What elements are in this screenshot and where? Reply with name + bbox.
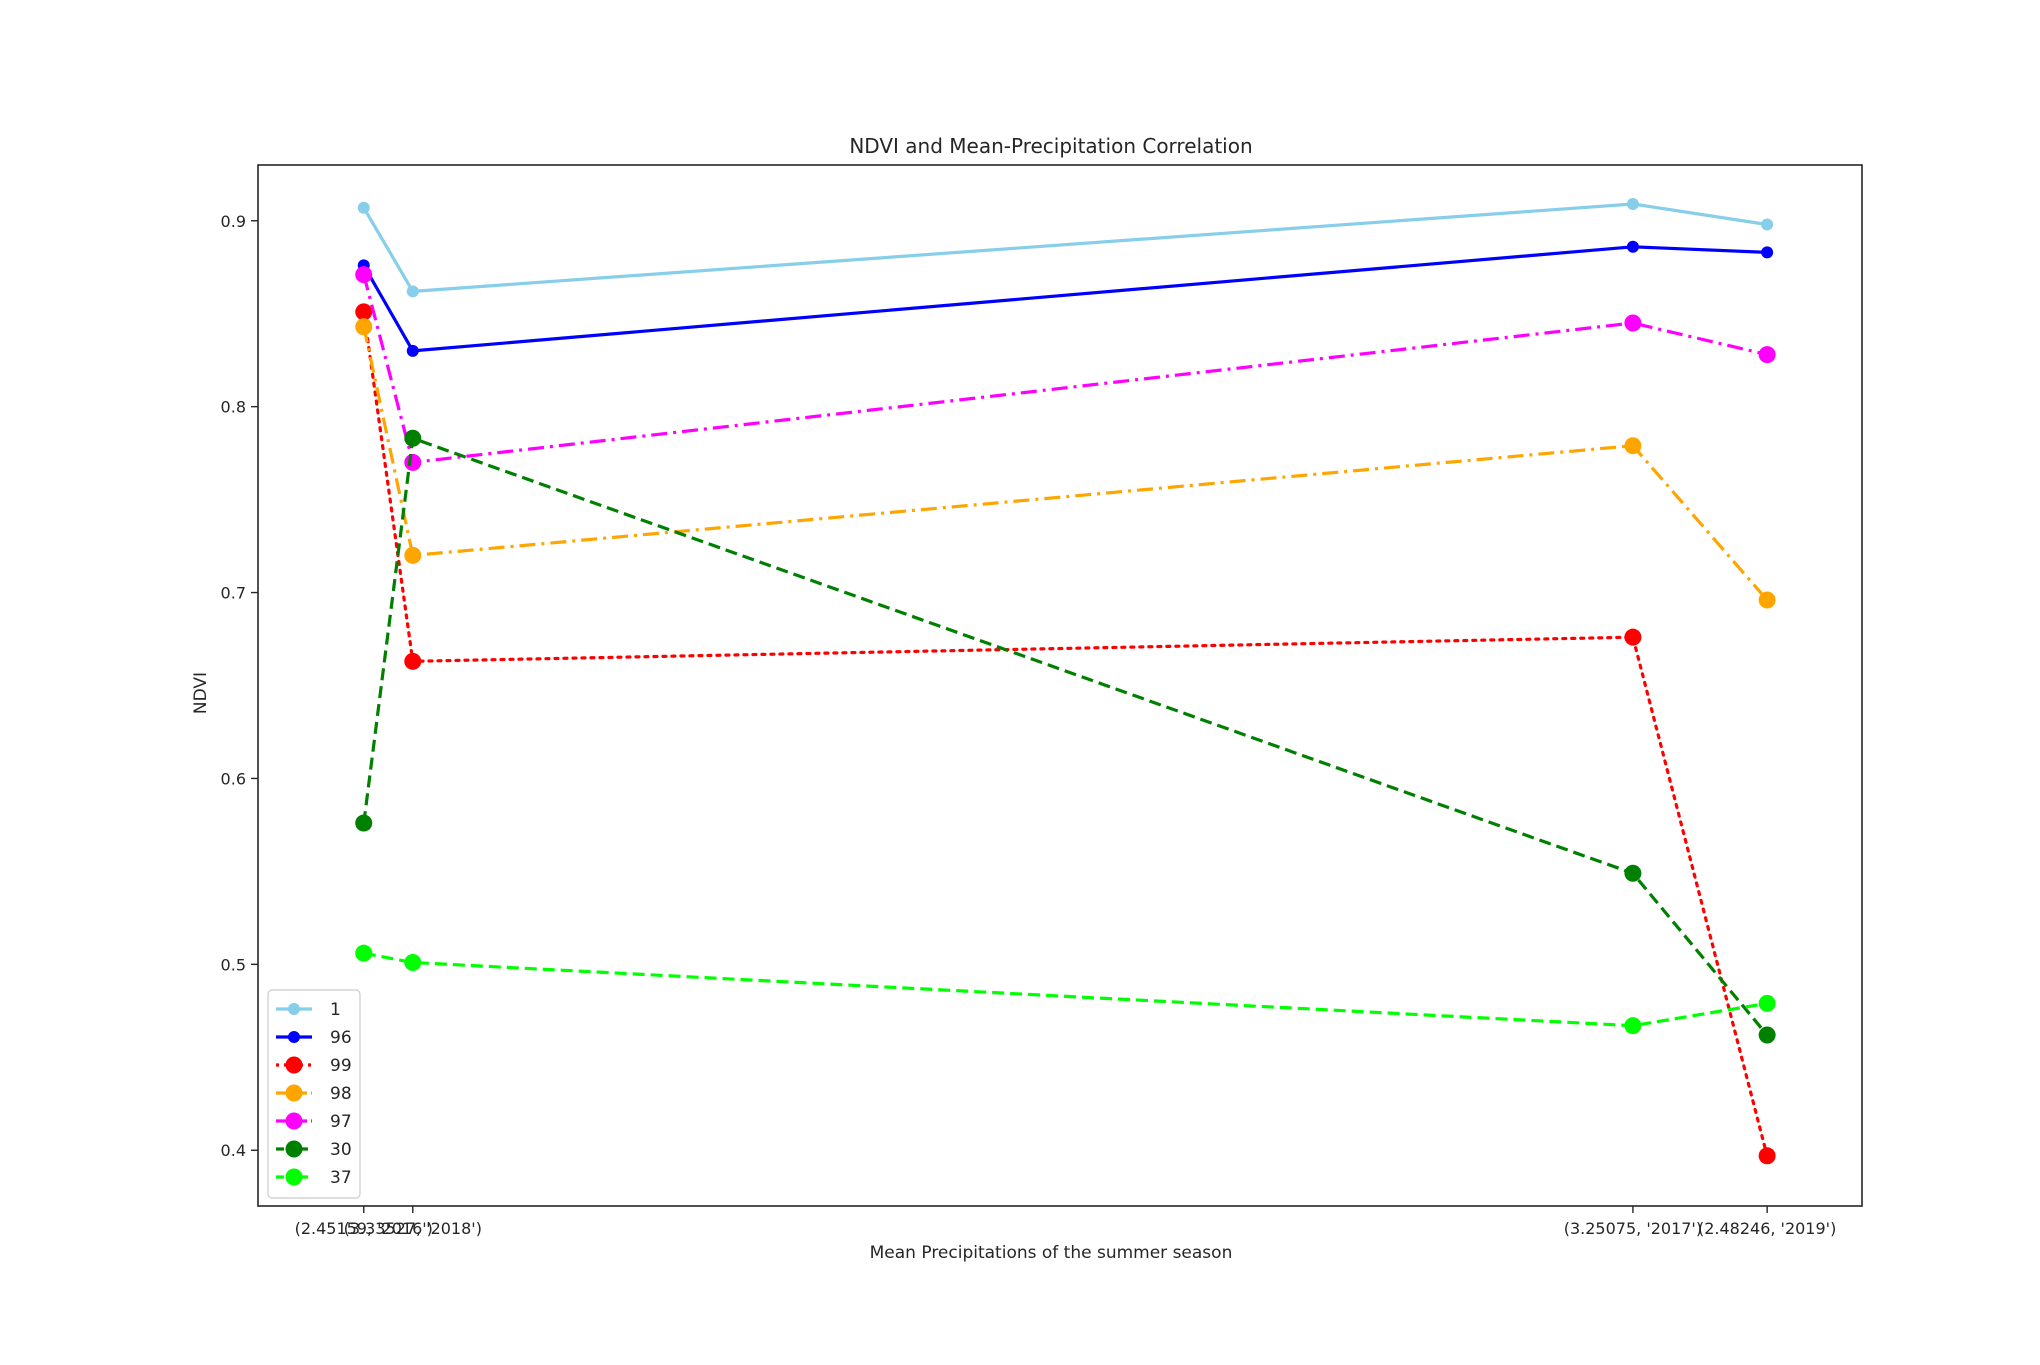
legend-label: 99 (330, 1056, 352, 1076)
legend-label: 30 (330, 1140, 352, 1160)
legend-label: 1 (330, 1000, 341, 1020)
legend-item-37: 37 (276, 1168, 352, 1188)
data-point-97-0 (355, 266, 373, 284)
series-37 (355, 944, 1776, 1035)
data-point-96-2 (1626, 240, 1639, 253)
x-tick-label: (3.25075, '2017') (1564, 1219, 1702, 1238)
series-line-97 (362, 274, 1768, 464)
x-tick-label: (3.33527, '2018') (344, 1219, 482, 1238)
data-point-96-1 (406, 344, 419, 357)
legend-label: 37 (330, 1168, 352, 1188)
legend-item-97: 97 (276, 1112, 352, 1132)
data-point-98-0 (355, 318, 373, 336)
data-point-30-1 (404, 429, 422, 447)
series-30 (355, 429, 1776, 1044)
data-point-99-0 (355, 303, 373, 321)
legend-item-1: 1 (276, 1000, 341, 1020)
y-tick-label: 0.6 (221, 769, 246, 788)
data-point-99-3 (1758, 1147, 1776, 1165)
plot-content (355, 198, 1776, 1165)
data-point-30-0 (355, 814, 373, 832)
legend: 1 96 99 98 97 30 37 (267, 989, 361, 1199)
series-97 (355, 266, 1776, 471)
y-tick-label: 0.8 (221, 398, 246, 417)
data-point-97-3 (1758, 346, 1776, 364)
legend-swatch-marker (285, 1168, 303, 1186)
data-point-30-3 (1758, 1026, 1776, 1044)
legend-swatch-marker (285, 1056, 303, 1074)
data-point-98-1 (404, 546, 422, 564)
y-axis-label: NDVI (191, 672, 211, 714)
series-99 (355, 303, 1776, 1165)
legend-swatch-marker (285, 1112, 303, 1130)
legend-swatch-marker (288, 1031, 300, 1043)
legend-item-98: 98 (276, 1084, 352, 1104)
legend-swatch-marker (285, 1140, 303, 1158)
data-point-1-1 (406, 285, 419, 298)
series-98 (355, 318, 1776, 609)
series-line-98 (362, 326, 1769, 602)
chart-title: NDVI and Mean-Precipitation Correlation (849, 134, 1252, 158)
legend-label: 98 (330, 1084, 352, 1104)
series-line-96 (362, 245, 1768, 353)
y-tick-label: 0.5 (221, 955, 246, 974)
data-point-37-1 (404, 953, 422, 971)
x-axis-label: Mean Precipitations of the summer season (870, 1243, 1233, 1263)
series-line-37 (363, 951, 1768, 1028)
data-point-97-2 (1624, 314, 1642, 332)
data-point-37-2 (1624, 1017, 1642, 1035)
y-tick-label: 0.9 (221, 212, 246, 231)
legend-item-30: 30 (276, 1140, 352, 1160)
data-point-30-2 (1624, 864, 1642, 882)
series-line-30 (362, 436, 1769, 1037)
y-tick-label: 0.7 (221, 584, 246, 603)
series-line-1 (362, 202, 1768, 293)
data-point-99-2 (1624, 628, 1642, 646)
series-96 (357, 240, 1774, 357)
legend-item-99: 99 (276, 1056, 352, 1076)
series-line-99 (362, 310, 1769, 1158)
data-point-37-0 (355, 944, 373, 962)
x-tick-label: (2.45159, '2016') (295, 1219, 433, 1238)
plot-frame (257, 164, 1863, 1207)
legend-swatch-marker (285, 1084, 303, 1102)
data-point-99-1 (404, 652, 422, 670)
series-1 (357, 198, 1774, 298)
data-point-97-1 (404, 453, 422, 471)
axes-group: 0.4 0.5 0.6 0.7 0.8 0.9 (2.45159, '2016')(3.33… (221, 164, 1863, 1238)
legend-swatch-marker (288, 1003, 300, 1015)
data-point-1-3 (1761, 218, 1774, 231)
data-point-1-0 (357, 201, 370, 214)
legend-item-96: 96 (276, 1028, 352, 1048)
data-point-98-3 (1758, 591, 1776, 609)
data-point-37-3 (1758, 994, 1776, 1012)
y-tick-label: 0.4 (221, 1141, 246, 1160)
data-point-96-3 (1761, 246, 1774, 259)
legend-label: 97 (330, 1112, 352, 1132)
x-tick-label: (2.48246, '2019') (1698, 1219, 1836, 1238)
legend-label: 96 (330, 1028, 352, 1048)
data-point-1-2 (1626, 198, 1639, 211)
data-point-98-2 (1624, 437, 1642, 455)
